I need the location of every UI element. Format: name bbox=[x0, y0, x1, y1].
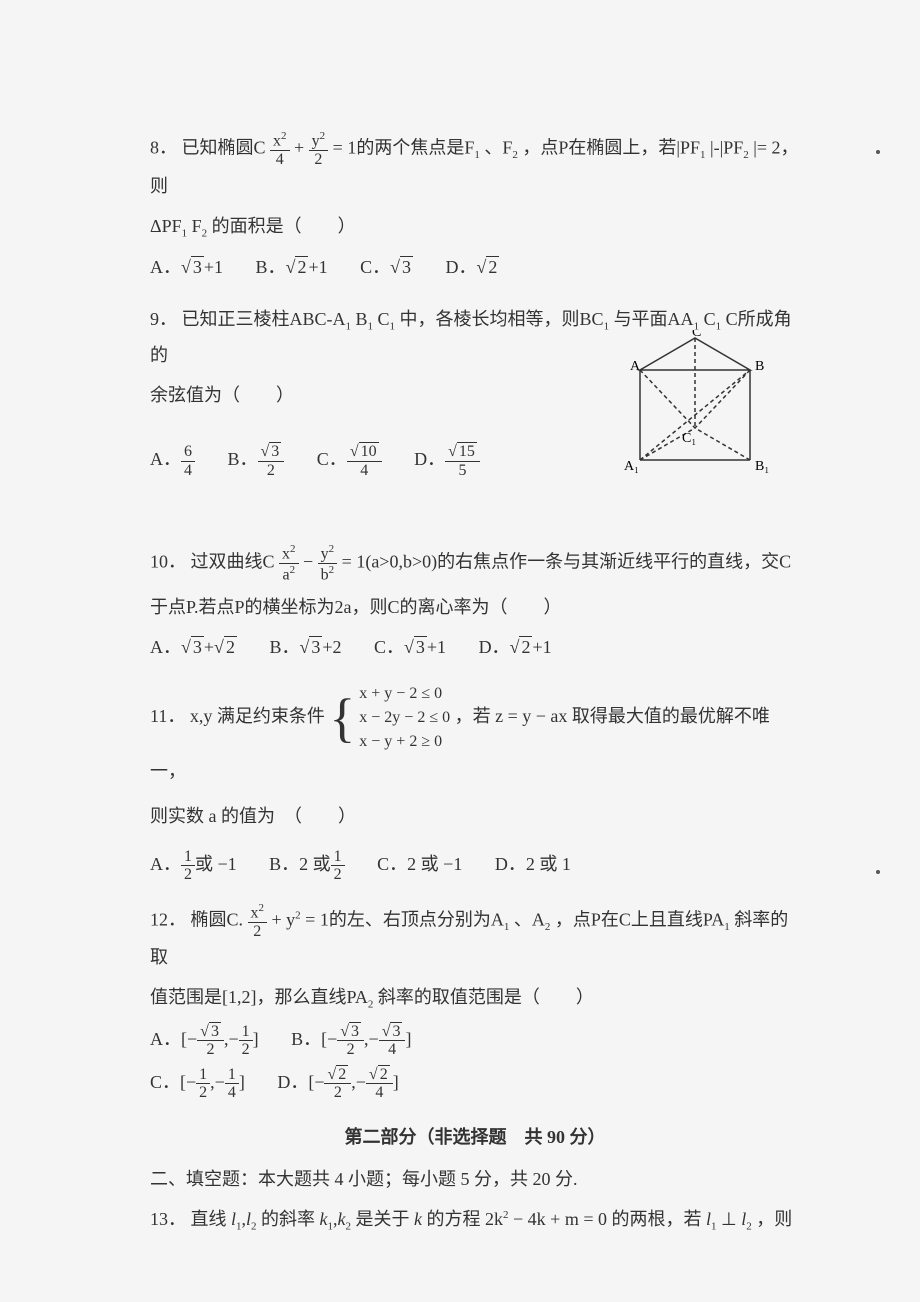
question-11: 11． x,y 满足约束条件 { x + y − 2 ≤ 0 x − 2y − … bbox=[150, 682, 800, 883]
q11-stem: 11． x,y 满足约束条件 { x + y − 2 ≤ 0 x − 2y − … bbox=[150, 682, 800, 788]
q9-option-d: D．155 bbox=[414, 442, 480, 479]
q8-stem: 8． 已知椭圆C x2 4 + y2 2 = 1的两个焦点是F1 、F2 ，点P… bbox=[150, 130, 800, 203]
fig-label-a: A bbox=[630, 359, 641, 374]
fig-label-c: C bbox=[692, 330, 701, 340]
q10-stem-line2: 于点P.若点P的横坐标为2a，则C的离心率为（ ） bbox=[150, 590, 800, 624]
margin-dot bbox=[876, 150, 880, 154]
q9-option-a: A．64 bbox=[150, 442, 195, 479]
q11-option-a: A．12或 −1 bbox=[150, 847, 237, 884]
q8-text-d: ，点P在椭圆上，若|PF bbox=[522, 137, 700, 157]
q8-text-e: |-|PF bbox=[710, 137, 743, 157]
q12-option-d: D．[−22,−24] bbox=[277, 1065, 398, 1102]
section-2-title: 第二部分（非选择题 共 90 分） bbox=[150, 1120, 800, 1154]
q8-l2-b: F bbox=[192, 216, 202, 236]
q12-stem-line2: 值范围是[1,2]，那么直线PA2 斜率的取值范围是（ ） bbox=[150, 980, 800, 1015]
q8-f1-sub: 1 bbox=[474, 149, 480, 161]
q11-option-d: D．2 或 1 bbox=[495, 847, 571, 881]
q11-sys3: x − y + 2 ≥ 0 bbox=[359, 730, 450, 754]
fig-label-b: B bbox=[755, 359, 764, 374]
q8-x-exp: 2 bbox=[281, 130, 287, 142]
q12-option-a: A．[−32,−12] bbox=[150, 1022, 259, 1059]
part-ii-heading: 二、填空题：本大题共 4 小题；每小题 5 分，共 20 分. bbox=[150, 1162, 800, 1196]
margin-dot bbox=[876, 870, 880, 874]
q11-stem-line2: 则实数 a 的值为 （ ） bbox=[150, 799, 800, 833]
q8-l2-sub2: 2 bbox=[202, 227, 208, 239]
q11-option-c: C．2 或 −1 bbox=[377, 847, 462, 881]
fig-label-a1: A₁ bbox=[624, 459, 639, 474]
q8-stem-line2: ΔPF1 F2 的面积是（ ） bbox=[150, 209, 800, 244]
q11-option-b: B．2 或12 bbox=[269, 847, 345, 884]
q8-xnum: x bbox=[273, 132, 281, 149]
question-12: 12． 椭圆C. x22 + y2 = 1的左、右顶点分别为A1 、A2 ，点P… bbox=[150, 902, 800, 1102]
q8-xden: 4 bbox=[270, 151, 290, 169]
q8-yden: 2 bbox=[309, 151, 329, 169]
q8-l2-a: ΔPF bbox=[150, 216, 182, 236]
fig-label-b1: B₁ bbox=[755, 459, 769, 474]
question-8: 8． 已知椭圆C x2 4 + y2 2 = 1的两个焦点是F1 、F2 ，点P… bbox=[150, 130, 800, 284]
brace-icon: { bbox=[329, 691, 355, 745]
q12-options-row1: A．[−32,−12] B．[−32,−34] bbox=[150, 1022, 800, 1059]
q11-options: A．12或 −1 B．2 或12 C．2 或 −1 D．2 或 1 bbox=[150, 847, 800, 884]
q11-constraint-system: { x + y − 2 ≤ 0 x − 2y − 2 ≤ 0 x − y + 2… bbox=[329, 682, 450, 754]
q9-num: 9． bbox=[150, 309, 177, 329]
q8-option-b: B．2+1 bbox=[256, 250, 328, 284]
q11-num: 11． bbox=[150, 707, 185, 727]
q13-num: 13． bbox=[150, 1209, 186, 1229]
q12-stem: 12． 椭圆C. x22 + y2 = 1的左、右顶点分别为A1 、A2 ，点P… bbox=[150, 902, 800, 975]
q8-options: A．3+1 B．2+1 C．3 D．2 bbox=[150, 250, 800, 284]
question-13: 13． 直线 l1,l2 的斜率 k1,k2 是关于 k 的方程 2k2 − 4… bbox=[150, 1202, 800, 1237]
q9-option-b: B．32 bbox=[228, 442, 285, 479]
q12-option-c: C．[−12,−14] bbox=[150, 1065, 245, 1102]
q10-stem: 10． 过双曲线C x2a2 − y2b2 = 1(a>0,b>0)的右焦点作一… bbox=[150, 543, 800, 584]
q10-option-d: D．2+1 bbox=[479, 630, 552, 664]
q8-num: 8． bbox=[150, 137, 177, 157]
q8-l2-c: 的面积是（ ） bbox=[212, 216, 356, 236]
q8-f2-sub: 2 bbox=[512, 149, 518, 161]
q10-options: A．3+2 B．3+2 C．3+1 D．2+1 bbox=[150, 630, 800, 664]
q8-y-exp: 2 bbox=[320, 130, 326, 142]
q8-text-a: 已知椭圆C bbox=[182, 137, 266, 157]
q11-sys2: x − 2y − 2 ≤ 0 bbox=[359, 706, 450, 730]
q8-l2-sub1: 1 bbox=[182, 227, 188, 239]
q8-text-b: = 1的两个焦点是F bbox=[333, 137, 475, 157]
q8-pf2-sub: 2 bbox=[743, 149, 749, 161]
q8-ynum: y bbox=[312, 132, 320, 149]
prism-figure: A B C A₁ B₁ C₁ bbox=[600, 330, 790, 490]
q8-option-c: C．3 bbox=[360, 250, 413, 284]
q10-option-a: A．3+2 bbox=[150, 630, 237, 664]
q8-option-d: D．2 bbox=[446, 250, 500, 284]
q12-option-b: B．[−32,−34] bbox=[291, 1022, 411, 1059]
q10-num: 10． bbox=[150, 552, 186, 572]
q9-option-c: C．104 bbox=[317, 442, 382, 479]
q10-option-b: B．3+2 bbox=[269, 630, 341, 664]
fig-label-c1: C₁ bbox=[682, 431, 696, 446]
q8-ellipse-frac-x: x2 4 bbox=[270, 130, 290, 169]
q8-plus: + bbox=[294, 137, 304, 157]
question-10: 10． 过双曲线C x2a2 − y2b2 = 1(a>0,b>0)的右焦点作一… bbox=[150, 543, 800, 664]
q11-sys1: x + y − 2 ≤ 0 bbox=[359, 682, 450, 706]
q12-num: 12． bbox=[150, 909, 186, 929]
q8-text-c: 、F bbox=[484, 137, 512, 157]
q13-stem: 13． 直线 l1,l2 的斜率 k1,k2 是关于 k 的方程 2k2 − 4… bbox=[150, 1202, 800, 1237]
q8-pf1-sub: 1 bbox=[700, 149, 706, 161]
q10-option-c: C．3+1 bbox=[374, 630, 446, 664]
q8-option-a: A．3+1 bbox=[150, 250, 223, 284]
q8-ellipse-frac-y: y2 2 bbox=[309, 130, 329, 169]
q12-options-row2: C．[−12,−14] D．[−22,−24] bbox=[150, 1065, 800, 1102]
